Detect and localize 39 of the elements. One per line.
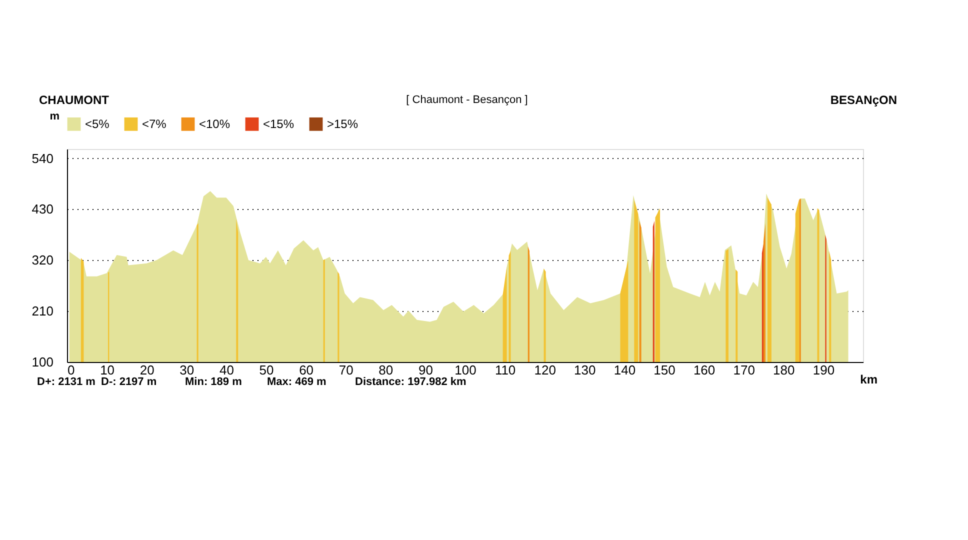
legend-label: <7% [142, 117, 167, 132]
x-tick-label: 110 [494, 362, 516, 378]
x-tick-label: 180 [773, 362, 795, 378]
x-tick-label: 150 [654, 362, 676, 378]
x-tick-label: 50 [259, 362, 274, 378]
text: BESANçON [830, 93, 897, 107]
text: D-: 2197 m [101, 376, 157, 388]
y-tick-label: 320 [32, 252, 54, 268]
text: Max: 469 m [267, 376, 327, 388]
text: D+: 2131 m [37, 376, 96, 388]
x-tick-label: 80 [378, 362, 394, 378]
x-tick-label: 90 [418, 362, 433, 378]
x-tick-label: 30 [180, 362, 194, 378]
x-tick-label: 120 [534, 362, 556, 378]
x-tick-label: 130 [574, 362, 596, 378]
text: Min: 189 m [185, 376, 242, 388]
legend-label: <15% [263, 117, 294, 132]
legend-label: <10% [199, 117, 230, 132]
y-axis-title: m [50, 110, 60, 122]
y-tick-label: 540 [32, 150, 54, 166]
x-axis-title: km [860, 372, 878, 386]
x-tick-label: 40 [219, 362, 234, 378]
x-tick-label: 140 [614, 362, 636, 378]
x-tick-label: 20 [140, 362, 154, 378]
text: CHAUMONT [39, 93, 110, 107]
y-tick-label: 430 [32, 202, 54, 217]
legend-label: <5% [85, 117, 110, 132]
text: Distance: 197.982 km [355, 376, 467, 388]
x-tick-label: 190 [812, 362, 835, 378]
chart-title: [ Chaumont - Besançon ] [406, 94, 528, 106]
x-tick-label: 10 [100, 362, 115, 378]
x-tick-label: 100 [454, 362, 476, 378]
x-tick-label: 60 [299, 362, 314, 378]
x-tick-label: 0 [68, 362, 75, 378]
legend-label: >15% [327, 117, 358, 132]
y-tick-label: 210 [32, 304, 54, 319]
x-tick-label: 160 [693, 362, 716, 378]
x-tick-label: 170 [733, 362, 755, 378]
x-tick-label: 70 [338, 362, 354, 378]
